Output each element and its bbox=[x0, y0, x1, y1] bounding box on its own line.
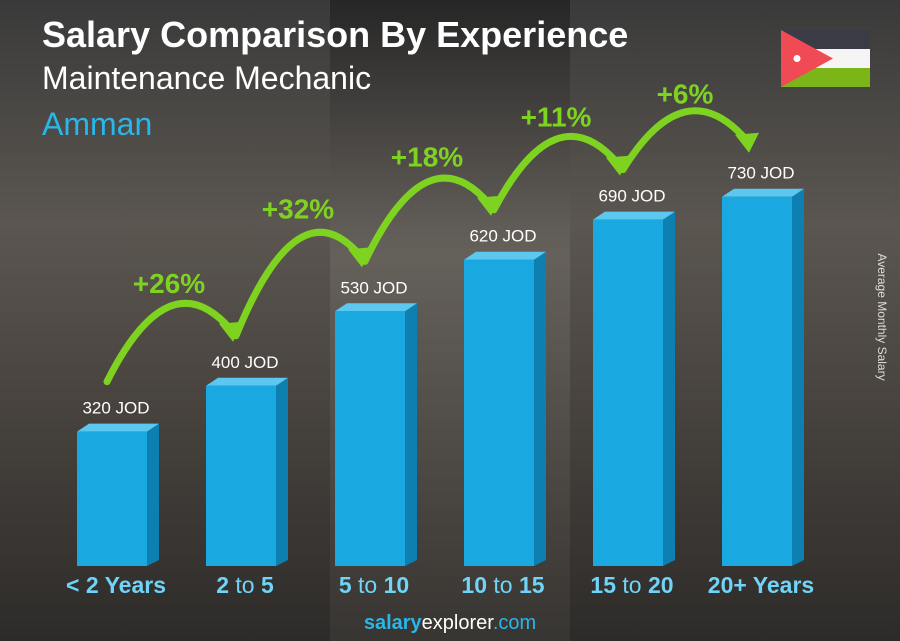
bar bbox=[77, 431, 147, 566]
value-label: 730 JOD bbox=[727, 164, 794, 183]
bar bbox=[206, 385, 276, 566]
chart-title: Salary Comparison By Experience bbox=[42, 14, 629, 55]
category-label: 5 to 10 bbox=[339, 572, 409, 598]
brand-explorer: explorer bbox=[421, 612, 493, 634]
change-arrow bbox=[232, 228, 364, 340]
value-label: 620 JOD bbox=[469, 227, 536, 246]
arrow-head-icon bbox=[735, 132, 759, 153]
bar-side bbox=[276, 377, 288, 566]
bar bbox=[593, 219, 663, 566]
value-label: 400 JOD bbox=[211, 353, 278, 372]
bar-top bbox=[77, 423, 159, 432]
change-arrow bbox=[103, 300, 235, 386]
category-label: 2 to 5 bbox=[216, 572, 274, 598]
value-label: 530 JOD bbox=[340, 278, 407, 297]
bar bbox=[722, 196, 792, 566]
bar-top bbox=[593, 211, 675, 220]
brand-salary: salary bbox=[363, 612, 422, 634]
bar-top bbox=[722, 188, 804, 197]
job-title: Maintenance Mechanic bbox=[42, 60, 372, 96]
value-label: 690 JOD bbox=[598, 187, 665, 206]
change-arrow bbox=[619, 107, 751, 174]
value-label: 320 JOD bbox=[82, 399, 149, 418]
change-label: +26% bbox=[133, 268, 205, 299]
change-arrow bbox=[361, 174, 493, 265]
location: Amman bbox=[42, 106, 153, 142]
footer-brand: salaryexplorer.com bbox=[0, 612, 900, 635]
category-label: 15 to 20 bbox=[590, 572, 673, 598]
arrow-head-icon bbox=[606, 155, 630, 176]
bar bbox=[335, 311, 405, 566]
category-label: < 2 Years bbox=[66, 572, 166, 598]
bar-top bbox=[464, 251, 546, 260]
bar-side bbox=[663, 211, 675, 566]
bar-top bbox=[206, 377, 288, 386]
change-label: +32% bbox=[262, 193, 334, 224]
brand-domain: .com bbox=[492, 612, 537, 634]
change-label: +11% bbox=[521, 102, 592, 133]
bar bbox=[464, 259, 534, 566]
bar-top bbox=[335, 303, 417, 312]
change-label: +6% bbox=[657, 79, 714, 110]
category-label: 10 to 15 bbox=[461, 572, 544, 598]
bar-side bbox=[147, 423, 159, 566]
change-arrow bbox=[490, 132, 622, 214]
bar-side bbox=[405, 303, 417, 566]
bar-side bbox=[534, 251, 546, 567]
category-label: 20+ Years bbox=[708, 572, 814, 598]
bar-side bbox=[792, 188, 804, 566]
change-label: +18% bbox=[391, 142, 463, 173]
jordan-flag-icon bbox=[781, 30, 870, 87]
